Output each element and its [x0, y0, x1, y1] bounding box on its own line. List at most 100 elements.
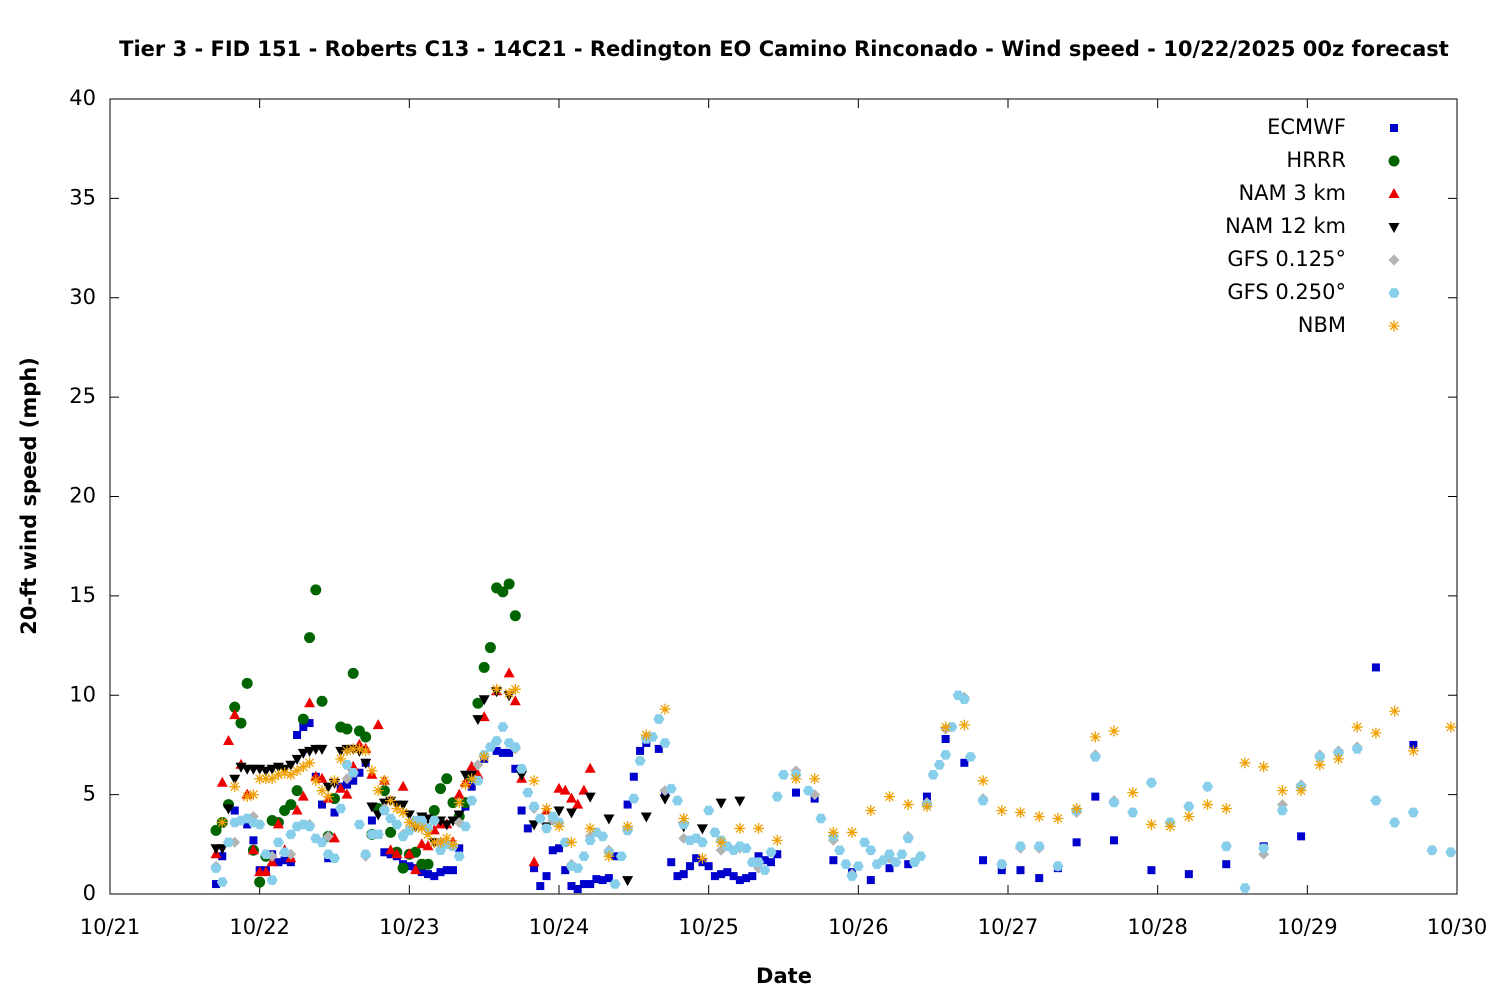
data-point [1089, 731, 1101, 743]
data-point [523, 824, 532, 833]
data-point [291, 765, 303, 777]
data-point [335, 746, 347, 757]
data-point [566, 792, 577, 803]
data-point [484, 742, 496, 752]
y-tick-label: 10 [69, 682, 96, 706]
data-point [790, 773, 802, 785]
data-point [1033, 810, 1045, 822]
data-point [216, 816, 228, 828]
data-point [229, 774, 241, 785]
data-point [1258, 843, 1270, 854]
data-point [272, 837, 284, 848]
data-point [472, 697, 484, 709]
data-point [272, 818, 284, 829]
data-point [1035, 874, 1044, 883]
data-point [428, 815, 440, 826]
data-point [285, 760, 297, 771]
data-point [771, 834, 783, 846]
data-point [547, 811, 559, 822]
data-point [915, 851, 927, 861]
data-point [491, 683, 503, 695]
data-point [979, 856, 988, 865]
data-point [291, 804, 303, 815]
data-point [372, 785, 384, 797]
data-point [865, 845, 877, 855]
data-point [696, 852, 708, 864]
data-point [342, 780, 351, 789]
data-point [904, 860, 913, 869]
data-point [1297, 832, 1306, 841]
data-point [403, 825, 415, 836]
data-point [223, 735, 234, 745]
data-point [391, 803, 403, 815]
x-tick-label: 10/26 [828, 915, 889, 939]
data-point [573, 885, 582, 894]
data-point [884, 791, 896, 803]
data-point [827, 826, 839, 838]
data-point [497, 586, 509, 598]
data-point [572, 798, 584, 809]
data-point [1445, 847, 1457, 857]
y-tick-label: 20 [69, 484, 96, 508]
data-point [322, 782, 334, 793]
data-point [840, 859, 852, 869]
data-point [385, 795, 397, 807]
data-point [829, 856, 838, 865]
data-point [710, 872, 719, 881]
data-point [885, 864, 894, 873]
x-tick-label: 10/25 [678, 915, 739, 939]
data-point [1407, 745, 1419, 757]
data-point [453, 810, 465, 821]
data-point [1016, 866, 1025, 875]
data-point [509, 610, 521, 622]
data-point [715, 836, 727, 848]
data-point [628, 793, 640, 804]
data-point [216, 844, 228, 855]
data-point [372, 719, 384, 730]
data-point [260, 866, 272, 877]
data-point [578, 851, 590, 861]
data-point [902, 799, 914, 811]
data-point [659, 738, 671, 748]
data-point [933, 760, 945, 770]
legend-label: ECMWF [1267, 115, 1346, 139]
data-point [316, 785, 328, 797]
data-point [604, 874, 613, 883]
data-point [1127, 787, 1139, 799]
data-point [665, 783, 677, 794]
data-point [958, 694, 970, 704]
data-point [428, 824, 440, 835]
x-tick-label: 10/22 [229, 915, 290, 939]
data-point [1015, 841, 1026, 852]
data-point [653, 714, 665, 724]
data-point [466, 760, 478, 771]
data-point [517, 806, 526, 815]
data-point [367, 816, 376, 825]
data-point [304, 757, 316, 769]
data-point [366, 765, 378, 777]
data-point [391, 848, 403, 859]
data-point [229, 701, 241, 713]
x-tick-label: 10/28 [1127, 915, 1188, 939]
data-point [1091, 792, 1100, 801]
data-point [559, 784, 571, 795]
data-point [877, 855, 889, 865]
data-point [385, 844, 397, 855]
data-point [448, 866, 457, 875]
legend-label: NAM 12 km [1225, 214, 1346, 238]
data-point [1222, 860, 1231, 869]
data-point [310, 775, 322, 787]
data-point [622, 820, 634, 832]
data-point [460, 821, 471, 832]
data-point [996, 805, 1008, 817]
data-point [1220, 841, 1232, 852]
data-point [640, 729, 652, 741]
data-point [347, 768, 359, 778]
data-point [1052, 812, 1064, 824]
data-point [965, 752, 977, 762]
y-axis-label: 20-ft wind speed (mph) [17, 357, 41, 635]
data-point [335, 753, 347, 765]
data-point [735, 876, 744, 885]
